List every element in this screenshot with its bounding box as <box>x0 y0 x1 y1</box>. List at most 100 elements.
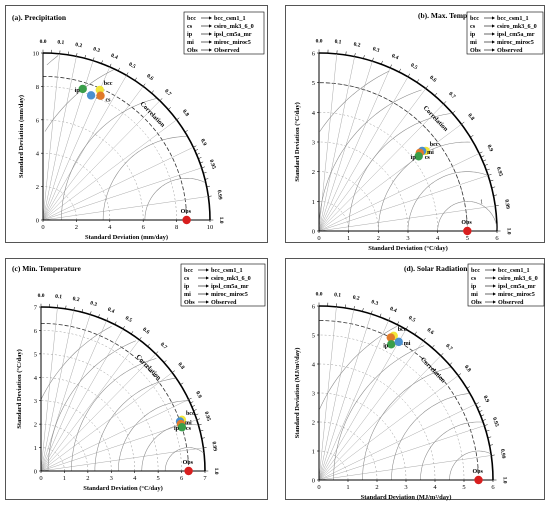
x-tick-label: 2 <box>377 235 380 242</box>
legend-arrowhead <box>206 292 209 296</box>
correlation-tick-label: 0.3 <box>92 46 101 54</box>
correlation-tick-label: 0.5 <box>124 315 133 324</box>
correlation-tick <box>122 326 125 330</box>
y-axis-label: Standard Deviation (mm/day) <box>18 95 25 178</box>
correlation-tick <box>89 311 92 315</box>
correlation-gridline <box>40 320 107 472</box>
correlation-tick <box>188 397 192 400</box>
y-tick-label: 5 <box>312 333 315 340</box>
correlation-tick <box>344 304 346 309</box>
correlation-tick <box>484 424 488 426</box>
correlation-tick <box>101 60 103 64</box>
correlation-tick <box>190 401 194 404</box>
x-tick-label: 5 <box>157 475 160 482</box>
y-tick-label: 3 <box>34 398 37 405</box>
correlation-tick <box>163 360 167 363</box>
correlation-tick <box>443 101 447 105</box>
legend-name: bcc_csm1_1 <box>211 267 243 274</box>
data-point-label: mi <box>185 420 192 426</box>
sd-gridline <box>40 423 89 472</box>
correlation-tick <box>363 55 365 59</box>
rms-contour <box>118 400 189 472</box>
correlation-tick-label: 0.7 <box>447 91 456 100</box>
correlation-tick-label: 0.1 <box>55 294 63 301</box>
correlation-tick-label: 0.5 <box>128 62 137 71</box>
data-point-label: mi <box>427 150 434 156</box>
correlation-tick <box>475 402 479 405</box>
correlation-gridline <box>42 75 127 221</box>
rms-contour <box>437 201 498 231</box>
y-tick-label: 4 <box>34 375 38 382</box>
correlation-tick <box>194 149 199 151</box>
correlation-tick <box>67 51 69 55</box>
x-tick-label: 6 <box>180 475 184 482</box>
correlation-tick-label: 0.99 <box>210 441 217 452</box>
correlation-tick <box>485 430 490 432</box>
correlation-tick <box>198 423 202 426</box>
correlation-tick <box>130 331 134 335</box>
correlation-tick-label: 0.0 <box>38 293 45 299</box>
correlation-tick-label: 0.3 <box>370 299 379 307</box>
correlation-tick-label: 0.99 <box>499 449 506 460</box>
correlation-tick <box>196 153 200 155</box>
rms-contour <box>319 70 390 132</box>
correlation-tick-label: 0.6 <box>426 327 435 336</box>
rms-contour <box>348 113 451 231</box>
legend-arrowhead <box>206 268 209 272</box>
y-tick-label: 1 <box>312 449 315 456</box>
sd-gridline <box>318 171 379 232</box>
legend-arrowhead <box>209 48 212 52</box>
y-tick-label: 4 <box>36 151 40 158</box>
correlation-tick-label: 0.8 <box>466 113 475 122</box>
x-tick-label: 7 <box>203 475 207 482</box>
x-tick-label: 4 <box>433 484 437 491</box>
correlation-gridline <box>42 100 161 221</box>
legend-name: miroc_miroc5 <box>211 291 248 298</box>
correlation-tick-label: 0.95 <box>495 166 504 177</box>
correlation-tick <box>98 314 100 318</box>
y-tick-label: 6 <box>312 51 316 58</box>
correlation-tick <box>482 159 487 162</box>
rms-contour <box>40 325 112 400</box>
data-point-label: Obs <box>461 220 472 226</box>
x-tick-label: 8 <box>175 224 178 231</box>
correlation-tick <box>449 362 453 366</box>
legend-arrowhead <box>209 16 212 20</box>
correlation-gridline <box>318 175 489 232</box>
x-tick-label: 1 <box>347 235 350 242</box>
sd-outer-arc <box>40 306 206 472</box>
correlation-tick <box>372 57 374 62</box>
x-tick-label: 0 <box>41 224 44 231</box>
y-tick-label: 4 <box>312 362 316 369</box>
correlation-tick <box>172 370 175 373</box>
legend-arrowhead <box>209 24 212 28</box>
correlation-tick <box>201 166 205 169</box>
data-point-label: Obs <box>473 469 484 475</box>
correlation-tick <box>416 79 420 83</box>
x-tick-label: 1 <box>63 475 66 482</box>
chart-title: (a). Precipitation <box>12 13 67 22</box>
legend-name: ipsl_cm5a_mr <box>211 283 249 290</box>
sd-gridline <box>40 377 135 472</box>
y-tick-label: 0 <box>312 229 315 236</box>
correlation-gridline <box>318 375 459 481</box>
legend-arrowhead <box>492 40 495 44</box>
legend-name: Observed <box>211 299 237 306</box>
data-point-obs <box>474 475 483 485</box>
obs-sd-arc <box>318 82 468 232</box>
legend-name: miroc_miroc5 <box>498 291 535 298</box>
correlation-gridline <box>42 56 77 221</box>
correlation-gridline <box>318 153 480 232</box>
data-point-mi <box>86 91 96 100</box>
taylor-diagram-svg: (a). Precipitation 00 2 2 4 4 6 6 8 8 10 10 Standard… <box>12 11 265 241</box>
data-point-label: ip <box>174 426 180 432</box>
y-tick-label: 3 <box>312 140 315 147</box>
correlation-tick <box>191 405 195 407</box>
legend-arrowhead <box>206 276 209 280</box>
y-tick-label: 2 <box>34 422 37 429</box>
legend-abbr: Obs <box>471 299 482 306</box>
y-tick-label: 6 <box>34 328 38 335</box>
legend-name: bcc_csm1_1 <box>497 15 529 22</box>
correlation-tick <box>477 406 481 409</box>
correlation-tick-label: 0.99 <box>503 199 510 210</box>
